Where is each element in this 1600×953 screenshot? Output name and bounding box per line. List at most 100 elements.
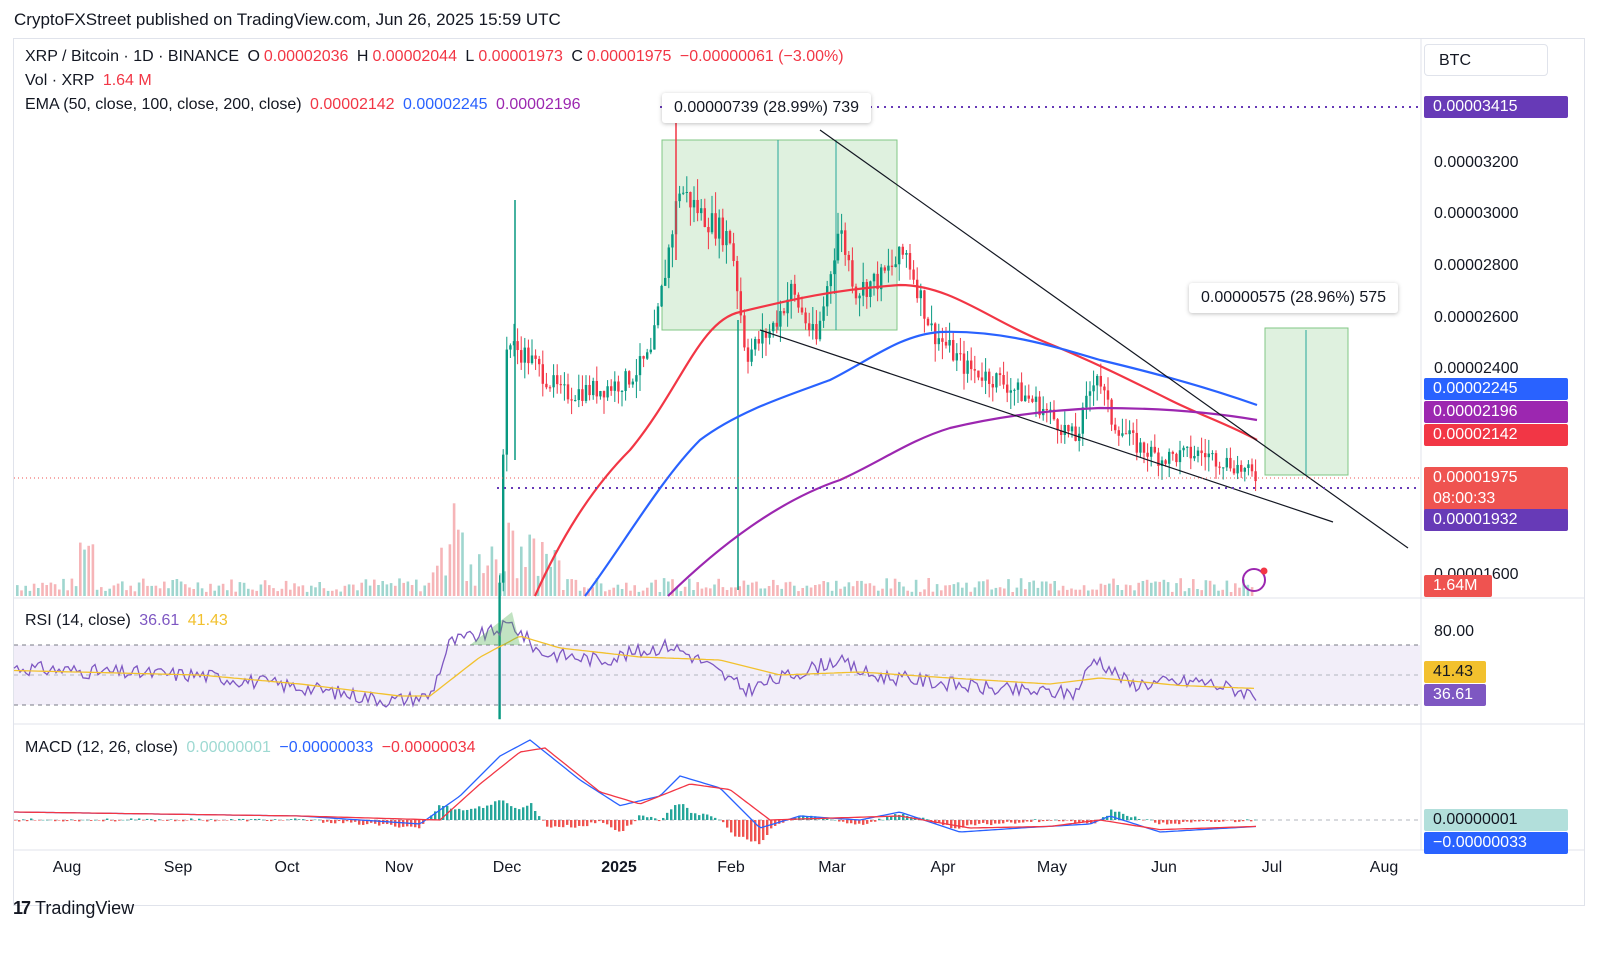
candle-body (502, 454, 505, 583)
candle-body (692, 199, 696, 208)
candle-body (991, 383, 994, 388)
candle-body (1092, 385, 1095, 392)
macd-hist-bar (610, 820, 613, 828)
macd-hist-bar (854, 820, 857, 825)
macd-hist-bar (554, 820, 557, 827)
macd-hist-bar (1014, 820, 1017, 824)
volume-bar (830, 590, 834, 596)
macd-hist-bar (718, 819, 721, 821)
candle-body (883, 267, 886, 271)
volume-bar (1070, 588, 1073, 596)
volume-bar (226, 590, 229, 596)
macd-hist-bar (1246, 819, 1249, 820)
volume-bar (969, 591, 972, 596)
volume-bar (671, 579, 674, 596)
last-price: 0.00001975 (1433, 469, 1518, 486)
candle-body (912, 269, 915, 280)
chart-frame (13, 38, 1585, 906)
volume-bar (524, 567, 527, 596)
candle-body (530, 355, 534, 364)
tradingview-logo[interactable]: 17 TradingView (13, 898, 134, 919)
candle-body (754, 339, 757, 350)
candle-body (1045, 408, 1048, 411)
volume-bar (1007, 579, 1010, 596)
macd-hist-bar (430, 815, 433, 820)
macd-hist-bar (1122, 813, 1125, 820)
candle-body (923, 290, 926, 319)
candle-body (894, 264, 897, 268)
macd-hist-bar (846, 820, 849, 824)
macd-hist-bar (462, 810, 465, 820)
macd-hist-bar (938, 820, 941, 823)
macd-hist-bar (1178, 820, 1181, 825)
candle-body (1139, 442, 1142, 453)
macd-hist-bar (114, 820, 117, 822)
volume-bar (58, 589, 61, 596)
volume-bar (574, 579, 578, 596)
x-tick-aug: Aug (52, 859, 82, 876)
volume-bar (738, 586, 741, 596)
candle-body (1110, 399, 1113, 425)
volume-bar (112, 585, 116, 596)
volume-bar (541, 542, 544, 596)
macd-hist-bar (198, 818, 201, 820)
candle-body (1117, 430, 1120, 436)
volume-bar (1003, 588, 1006, 596)
macd-hist-bar (894, 814, 897, 820)
macd-hist-bar (874, 820, 877, 822)
candle-body (1009, 390, 1012, 393)
macd-hist-bar (506, 803, 509, 820)
volume-bar (570, 579, 573, 596)
volume-bar (898, 581, 901, 596)
macd-hist-bar (118, 820, 121, 821)
volume-bar (709, 588, 712, 596)
candle-body (973, 369, 976, 371)
volume-bar (1116, 585, 1119, 596)
candle-body (689, 191, 692, 208)
macd-hist-bar (290, 819, 293, 820)
candle-body (1063, 424, 1066, 435)
candle-body (1204, 453, 1207, 458)
volume-bar (37, 588, 40, 596)
candle-body (602, 391, 606, 398)
volume-bar (1213, 584, 1216, 596)
volume-bar (629, 590, 632, 596)
candle-body (728, 231, 732, 244)
volume-bar (494, 559, 498, 596)
macd-hist-bar (538, 816, 541, 820)
candle-body (527, 347, 530, 364)
volume-bar (129, 585, 132, 596)
x-tick-nov: Nov (384, 859, 414, 876)
macd-hist-bar (866, 820, 869, 824)
volume-bar (276, 591, 279, 596)
currency-button[interactable]: BTC (1424, 44, 1548, 76)
macd-hist-bar (166, 820, 169, 821)
candle-body (1243, 468, 1246, 472)
macd-hist-bar (238, 818, 241, 820)
rsi-label: RSI (14, close) (25, 612, 131, 629)
x-tick-mar: Mar (818, 859, 846, 876)
macd-hist-bar (254, 818, 257, 820)
candle-body (822, 306, 825, 321)
volume-bar (977, 581, 981, 596)
volume-bar (45, 585, 48, 596)
volume-bar (545, 553, 548, 596)
macd-hist-bar (1006, 820, 1009, 822)
macd-hist-bar (294, 818, 297, 820)
volume-bar (935, 584, 939, 596)
macd-hist-bar (170, 819, 173, 820)
volume-bar (784, 582, 788, 596)
volume-bar (398, 578, 401, 596)
candle-body (1146, 452, 1149, 457)
volume-bar (1175, 583, 1178, 596)
candle-body (847, 254, 850, 261)
candle-body (739, 291, 742, 316)
volume-bar (1154, 581, 1157, 596)
macd-hist-bar (346, 820, 349, 822)
x-tick-jul: Jul (1261, 859, 1283, 876)
volume-bar (713, 584, 716, 596)
volume-bar (767, 586, 771, 596)
volume-bar (373, 579, 376, 596)
macd-hist-bar (1002, 820, 1005, 824)
